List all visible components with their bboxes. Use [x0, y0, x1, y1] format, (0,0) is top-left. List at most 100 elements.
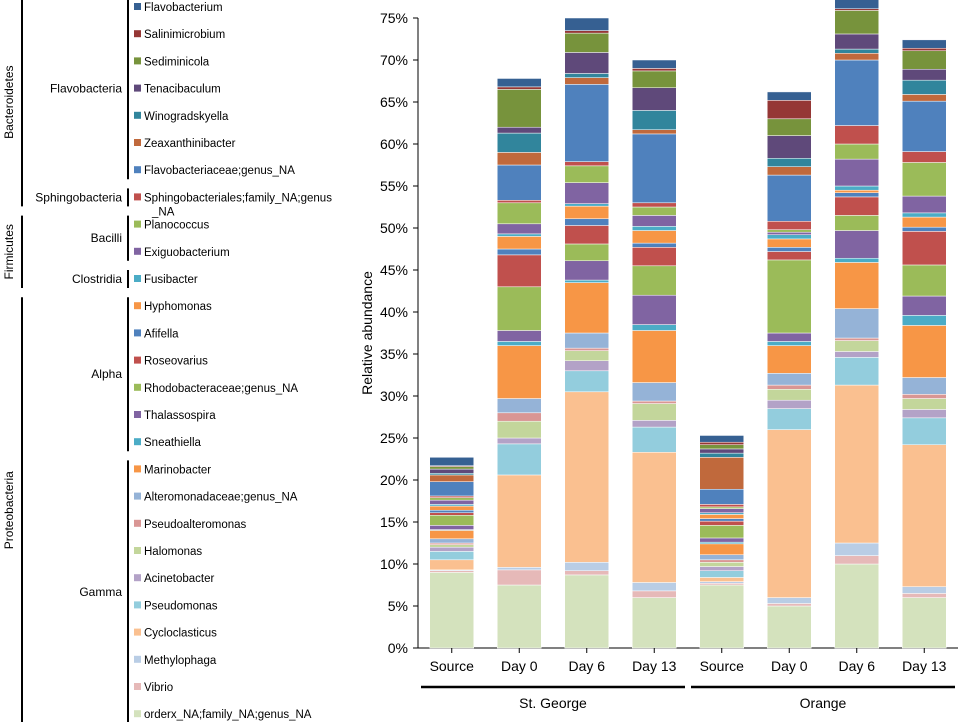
legend-label-pseudoalteromonas: Pseudoalteromonas	[144, 519, 247, 531]
bar-segment-halomonas	[429, 544, 474, 548]
bar-segment-winogradskyella	[902, 79, 947, 95]
y-tick-label: 50%	[380, 220, 408, 236]
legend-swatch-thalassospira	[134, 411, 141, 418]
class-label-flavobacteria: Flavobacteria	[50, 82, 122, 96]
bar-segment-fusibacter	[767, 234, 812, 240]
x-tick-label: Source	[700, 658, 745, 674]
bar-segment-pseudomonas	[632, 426, 677, 453]
bar-segment-roseovarius	[429, 512, 474, 516]
bar-segment-methylophaga	[834, 542, 879, 556]
bar-segment-fusibacter	[564, 203, 609, 207]
legend-label-planococcus: Planococcus	[144, 220, 209, 232]
legend-label-salinimicrobium: Salinimicrobium	[144, 29, 225, 41]
bar-segment-marinobacter	[767, 345, 812, 374]
bar-segment-sphingobacteriales-family-na-genus-na	[902, 151, 947, 163]
bar-segment-thalassospira	[699, 537, 744, 543]
y-tick-label: 15%	[380, 514, 408, 530]
bar-segment-orderx-na-family-na-genus-na	[699, 584, 744, 649]
group-label: St. George	[519, 695, 587, 711]
phylum-label-firmicutes: Firmicutes	[2, 224, 16, 279]
bar-segment-halomonas	[564, 350, 609, 361]
bar-segment-marinobacter	[632, 330, 677, 383]
bar-segment-fusibacter	[834, 185, 879, 191]
legend-label-alteromonadaceae-genus-na: Alteromonadaceae;genus_NA	[144, 492, 298, 504]
bar-segment-winogradskyella	[632, 110, 677, 130]
bar-segment-sediminicola	[497, 89, 542, 128]
bar-segment-salinimicrobium	[497, 86, 542, 90]
legend-swatch-hyphomonas	[134, 302, 141, 310]
class-label-gamma: Gamma	[79, 585, 122, 599]
bar-segment-afifella	[497, 248, 542, 256]
bar-segment-fusibacter	[632, 226, 677, 231]
bar-segment-winogradskyella	[429, 473, 474, 476]
legend-swatch-alteromonadaceae-genus-na	[134, 492, 141, 500]
bar-segment-sediminicola	[632, 70, 677, 88]
bar-segment-alteromonadaceae-genus-na	[902, 377, 947, 395]
bar-segment-pseudomonas	[767, 408, 812, 430]
y-tick-label: 30%	[380, 388, 408, 404]
legend-label-orderx-na-family-na-genus-na: orderx_NA;family_NA;genus_NA	[144, 709, 312, 721]
bar-segment-planococcus	[497, 202, 542, 225]
y-tick-label: 75%	[380, 10, 408, 26]
bar-segment-cycloclasticus	[429, 559, 474, 571]
phylum-label-proteobacteria: Proteobacteria	[2, 471, 16, 549]
bar-segment-sphingobacteriales-family-na-genus-na	[767, 221, 812, 230]
y-tick-label: 35%	[380, 346, 408, 362]
bar-segment-thalassospira	[497, 330, 542, 342]
bar-segment-roseovarius	[834, 196, 879, 216]
class-label-sphingobacteria: Sphingobacteria	[35, 190, 122, 204]
bar-segment-roseovarius	[699, 520, 744, 526]
bar-segment-roseovarius	[497, 254, 542, 288]
bar-segment-sneathiella	[767, 341, 812, 346]
legend-swatch-sneathiella	[134, 438, 141, 446]
bar-segment-sneathiella	[632, 324, 677, 331]
bar-segment-fusibacter	[429, 504, 474, 507]
bar-segment-orderx-na-family-na-genus-na	[902, 597, 947, 649]
bar-segment-pseudomonas	[497, 443, 542, 476]
bar-segment-planococcus	[902, 162, 947, 197]
bar-segment-afifella	[564, 218, 609, 226]
bar-segment-acinetobacter	[632, 420, 677, 428]
class-label-bacilli: Bacilli	[91, 231, 122, 245]
bar-segment-tenacibaculum	[632, 87, 677, 111]
x-tick-label: Day 6	[568, 658, 605, 674]
legend-label-zeaxanthinibacter: Zeaxanthinibacter	[144, 138, 236, 150]
bar-segment-exiguobacterium	[429, 499, 474, 505]
bar-segment-planococcus	[429, 497, 474, 501]
legend-swatch-fusibacter	[134, 275, 141, 282]
bar-segment-afifella	[767, 247, 812, 252]
phylum-label-bacteroidetes: Bacteroidetes	[2, 66, 16, 139]
bar-segment-fusibacter	[497, 233, 542, 237]
bar-segment-alteromonadaceae-genus-na	[699, 554, 744, 561]
class-label-alpha: Alpha	[91, 367, 122, 381]
bar-segment-thalassospira	[429, 525, 474, 530]
bar-segment-marinobacter	[902, 325, 947, 378]
bar-segment-tenacibaculum	[767, 135, 812, 159]
bar-segment-flavobacterium	[902, 39, 947, 49]
bar-segment-hyphomonas	[632, 230, 677, 244]
legend-swatch-salinimicrobium	[134, 30, 141, 38]
bar-segment-zeaxanthinibacter	[699, 457, 744, 490]
bar-segment-pseudoalteromonas	[632, 400, 677, 404]
bar-segment-thalassospira	[834, 230, 879, 259]
bar-segment-tenacibaculum	[497, 126, 542, 134]
bar-segment-alteromonadaceae-genus-na	[767, 373, 812, 386]
bar-segment-thalassospira	[564, 260, 609, 281]
bar-segment-vibrio	[632, 590, 677, 598]
legend-swatch-flavobacterium	[134, 3, 141, 10]
legend-label-sphingobacteriales-family-na-genus-na: Sphingobacteriales;family_NA;genus _NA	[144, 192, 332, 218]
x-tick-label: Day 0	[771, 658, 808, 674]
legend-swatch-marinobacter	[134, 465, 141, 473]
bar-segment-flavobacterium	[497, 78, 542, 88]
bar-segment-orderx-na-family-na-genus-na	[564, 574, 609, 649]
legend-swatch-planococcus	[134, 220, 141, 228]
bar-segment-winogradskyella	[699, 452, 744, 458]
legend-swatch-sediminicola	[134, 57, 141, 65]
bar-segment-vibrio	[564, 570, 609, 576]
bar-segment-methylophaga	[632, 582, 677, 592]
bar-segment-cycloclasticus	[699, 577, 744, 582]
bar-segment-winogradskyella	[497, 132, 542, 153]
bar-segment-acinetobacter	[834, 351, 879, 358]
bar-segment-exiguobacterium	[699, 508, 744, 514]
bar-segment-zeaxanthinibacter	[564, 77, 609, 85]
